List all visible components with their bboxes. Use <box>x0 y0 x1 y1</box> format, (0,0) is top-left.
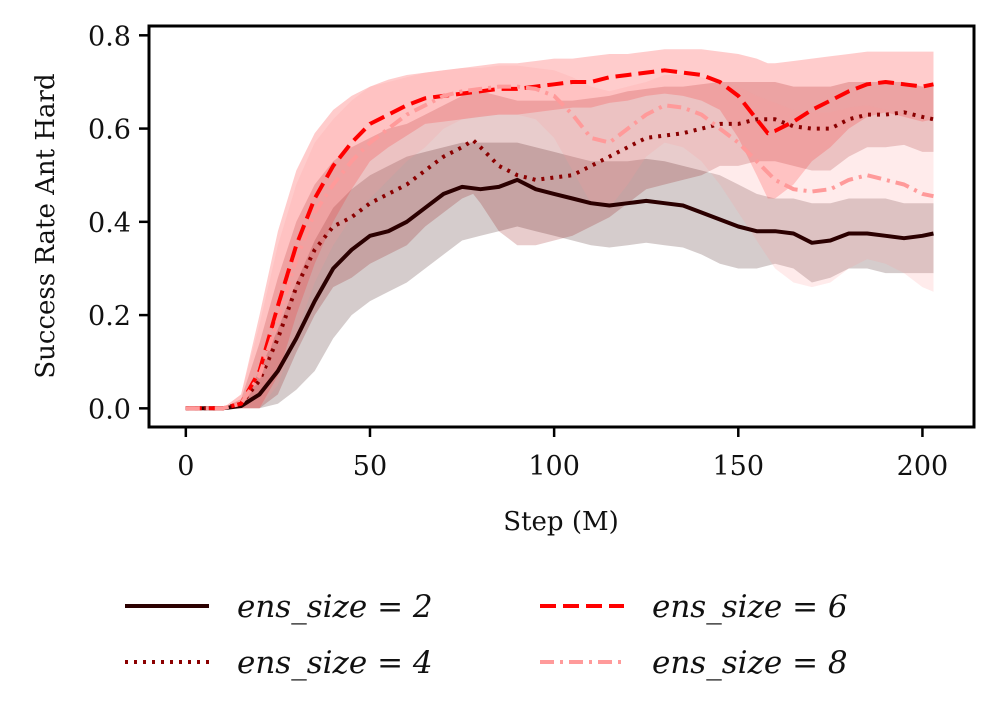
y-axis-title: Success Rate Ant Hard <box>31 73 61 378</box>
x-tick-label: 200 <box>897 451 949 482</box>
series-line-1 <box>185 177 934 411</box>
x-axis-title: Step (M) <box>503 507 618 537</box>
y-tick-label: 0.8 <box>88 21 131 52</box>
y-tick-label: 0.6 <box>88 115 131 146</box>
y-tick-label: 0.0 <box>88 394 131 425</box>
series-line-3 <box>185 68 934 411</box>
series-band-2 <box>185 82 934 409</box>
x-tick-label: 50 <box>353 451 387 482</box>
y-tick-label: 0.2 <box>88 301 131 332</box>
x-tick-label: 100 <box>528 451 580 482</box>
x-tick-label: 0 <box>177 451 194 482</box>
series-lines <box>185 68 934 411</box>
series-line-4 <box>185 84 934 411</box>
legend-label-2: ens_size = 4 <box>237 645 433 681</box>
legend-label-4: ens_size = 8 <box>652 645 848 681</box>
plot-frame <box>147 24 976 429</box>
y-tick-label: 0.4 <box>88 208 131 239</box>
series-band-1 <box>185 142 934 409</box>
legend-label-1: ens_size = 2 <box>237 589 433 625</box>
legend-label-3: ens_size = 6 <box>652 589 848 625</box>
legend: ens_size = 2 ens_size = 4 ens_size = 6 ens_… <box>125 589 848 681</box>
x-axis: 0 50 100 150 200 <box>177 427 948 482</box>
series-line-2 <box>185 110 934 411</box>
y-axis: 0.0 0.2 0.4 0.6 0.8 <box>88 21 149 425</box>
x-tick-label: 150 <box>713 451 765 482</box>
